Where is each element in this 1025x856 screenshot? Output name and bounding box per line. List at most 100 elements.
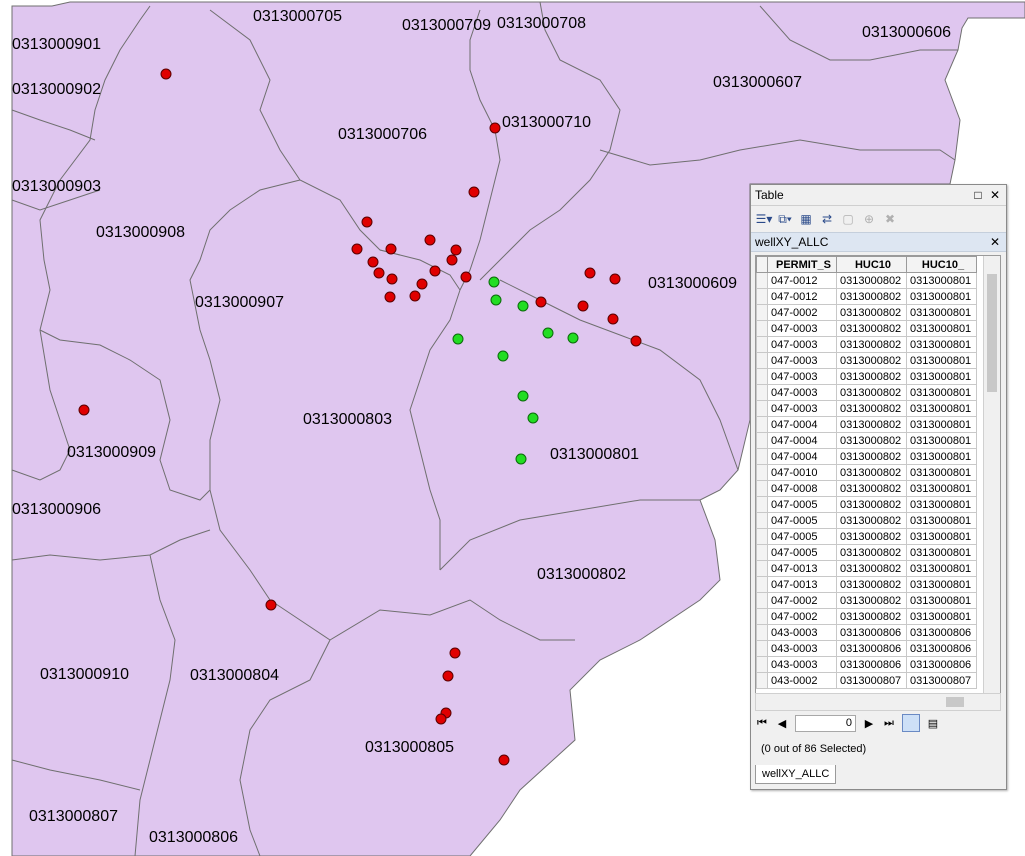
table-row[interactable]: 047-0003 0313000802 0313000801 — [756, 320, 977, 337]
row-selector[interactable] — [756, 304, 768, 321]
table-cell[interactable]: 047-0003 — [767, 336, 837, 353]
table-cell[interactable]: 047-0005 — [767, 544, 837, 561]
table-cell[interactable]: 047-0013 — [767, 576, 837, 593]
table-cell[interactable]: 0313000802 — [836, 416, 907, 433]
table-cell[interactable]: 047-0004 — [767, 448, 837, 465]
vertical-scroll-thumb[interactable] — [987, 274, 997, 392]
well-point[interactable] — [265, 599, 277, 611]
table-row[interactable]: 047-0003 0313000802 0313000801 — [756, 400, 977, 417]
table-cell[interactable]: 047-0004 — [767, 432, 837, 449]
table-cell[interactable]: 047-0012 — [767, 288, 837, 305]
previous-record-icon[interactable]: ◀ — [777, 717, 787, 730]
table-cell[interactable]: 0313000802 — [836, 480, 907, 497]
well-point[interactable] — [460, 271, 472, 283]
row-selector[interactable] — [756, 576, 768, 593]
table-cell[interactable]: 043-0003 — [767, 640, 837, 657]
table-row[interactable]: 043-0003 0313000806 0313000806 — [756, 624, 977, 641]
table-cell[interactable]: 0313000806 — [906, 640, 977, 657]
table-cell[interactable]: 047-0004 — [767, 416, 837, 433]
table-cell[interactable]: 0313000802 — [836, 400, 907, 417]
table-row[interactable]: 047-0003 0313000802 0313000801 — [756, 336, 977, 353]
row-selector[interactable] — [756, 624, 768, 641]
table-cell[interactable]: 047-0010 — [767, 464, 837, 481]
well-point[interactable] — [490, 294, 502, 306]
table-cell[interactable]: 0313000802 — [836, 432, 907, 449]
vertical-scrollbar[interactable] — [983, 256, 1000, 694]
row-selector[interactable] — [756, 512, 768, 529]
well-point[interactable] — [386, 273, 398, 285]
row-selector-header[interactable] — [756, 256, 768, 273]
table-cell[interactable]: 0313000802 — [836, 576, 907, 593]
table-cell[interactable]: 0313000806 — [836, 640, 907, 657]
table-row[interactable]: 047-0013 0313000802 0313000801 — [756, 560, 977, 577]
table-cell[interactable]: 047-0002 — [767, 608, 837, 625]
table-cell[interactable]: 043-0003 — [767, 656, 837, 673]
table-cell[interactable]: 0313000802 — [836, 464, 907, 481]
table-cell[interactable]: 0313000806 — [836, 656, 907, 673]
table-cell[interactable]: 0313000801 — [906, 288, 977, 305]
layer-tab[interactable]: wellXY_ALLC — [755, 765, 837, 784]
related-tables-icon[interactable]: ⧉▾ — [778, 211, 792, 226]
column-header-permit[interactable]: PERMIT_S — [767, 256, 837, 273]
table-row[interactable]: 043-0002 0313000807 0313000807 — [756, 672, 977, 689]
well-point[interactable] — [488, 276, 500, 288]
well-point[interactable] — [517, 300, 529, 312]
table-row[interactable]: 047-0005 0313000802 0313000801 — [756, 528, 977, 545]
close-tab-icon[interactable]: ✕ — [989, 235, 1001, 249]
attribute-grid[interactable]: PERMIT_S HUC10 HUC10_ 047-0012 0313000802… — [755, 255, 1001, 695]
row-selector[interactable] — [756, 448, 768, 465]
table-cell[interactable]: 047-0005 — [767, 512, 837, 529]
table-cell[interactable]: 0313000801 — [906, 352, 977, 369]
table-cell[interactable]: 0313000802 — [836, 272, 907, 289]
table-row[interactable]: 047-0002 0313000802 0313000801 — [756, 304, 977, 321]
table-row[interactable]: 047-0013 0313000802 0313000801 — [756, 576, 977, 593]
table-cell[interactable]: 0313000802 — [836, 544, 907, 561]
select-by-attributes-icon[interactable]: ▦ — [800, 212, 812, 226]
table-row[interactable]: 047-0003 0313000802 0313000801 — [756, 384, 977, 401]
show-selected-records-icon[interactable]: ▤ — [927, 717, 939, 730]
table-cell[interactable]: 0313000806 — [836, 624, 907, 641]
record-index-input[interactable]: 0 — [795, 714, 856, 732]
well-point[interactable] — [424, 234, 436, 246]
table-cell[interactable]: 0313000802 — [836, 384, 907, 401]
table-cell[interactable]: 0313000807 — [836, 672, 907, 689]
horizontal-scrollbar[interactable] — [755, 693, 1001, 711]
row-selector[interactable] — [756, 480, 768, 497]
well-point[interactable] — [630, 335, 642, 347]
table-cell[interactable]: 0313000801 — [906, 320, 977, 337]
table-row[interactable]: 047-0004 0313000802 0313000801 — [756, 448, 977, 465]
well-point[interactable] — [442, 670, 454, 682]
column-header-huc10[interactable]: HUC10 — [836, 256, 907, 273]
table-cell[interactable]: 047-0012 — [767, 272, 837, 289]
well-point[interactable] — [517, 390, 529, 402]
table-row[interactable]: 047-0005 0313000802 0313000801 — [756, 512, 977, 529]
table-cell[interactable]: 0313000801 — [906, 512, 977, 529]
table-row[interactable]: 047-0004 0313000802 0313000801 — [756, 416, 977, 433]
row-selector[interactable] — [756, 384, 768, 401]
table-cell[interactable]: 0313000802 — [836, 288, 907, 305]
well-point[interactable] — [497, 350, 509, 362]
well-point[interactable] — [78, 404, 90, 416]
table-cell[interactable]: 0313000802 — [836, 592, 907, 609]
table-row[interactable]: 047-0005 0313000802 0313000801 — [756, 496, 977, 513]
well-point[interactable] — [542, 327, 554, 339]
table-cell[interactable]: 047-0002 — [767, 304, 837, 321]
clear-selection-icon[interactable]: ▢ — [842, 212, 854, 226]
row-selector[interactable] — [756, 528, 768, 545]
well-point[interactable] — [498, 754, 510, 766]
table-cell[interactable]: 0313000802 — [836, 320, 907, 337]
table-cell[interactable]: 0313000801 — [906, 528, 977, 545]
row-selector[interactable] — [756, 352, 768, 369]
table-cell[interactable]: 047-0005 — [767, 496, 837, 513]
well-point[interactable] — [384, 291, 396, 303]
well-point[interactable] — [527, 412, 539, 424]
well-point[interactable] — [367, 256, 379, 268]
well-point[interactable] — [607, 313, 619, 325]
row-selector[interactable] — [756, 464, 768, 481]
table-row[interactable]: 047-0004 0313000802 0313000801 — [756, 432, 977, 449]
restore-icon[interactable]: □ — [974, 188, 982, 202]
well-point[interactable] — [567, 332, 579, 344]
close-icon[interactable]: ✕ — [989, 188, 1001, 202]
well-point[interactable] — [373, 267, 385, 279]
table-cell[interactable]: 0313000801 — [906, 416, 977, 433]
